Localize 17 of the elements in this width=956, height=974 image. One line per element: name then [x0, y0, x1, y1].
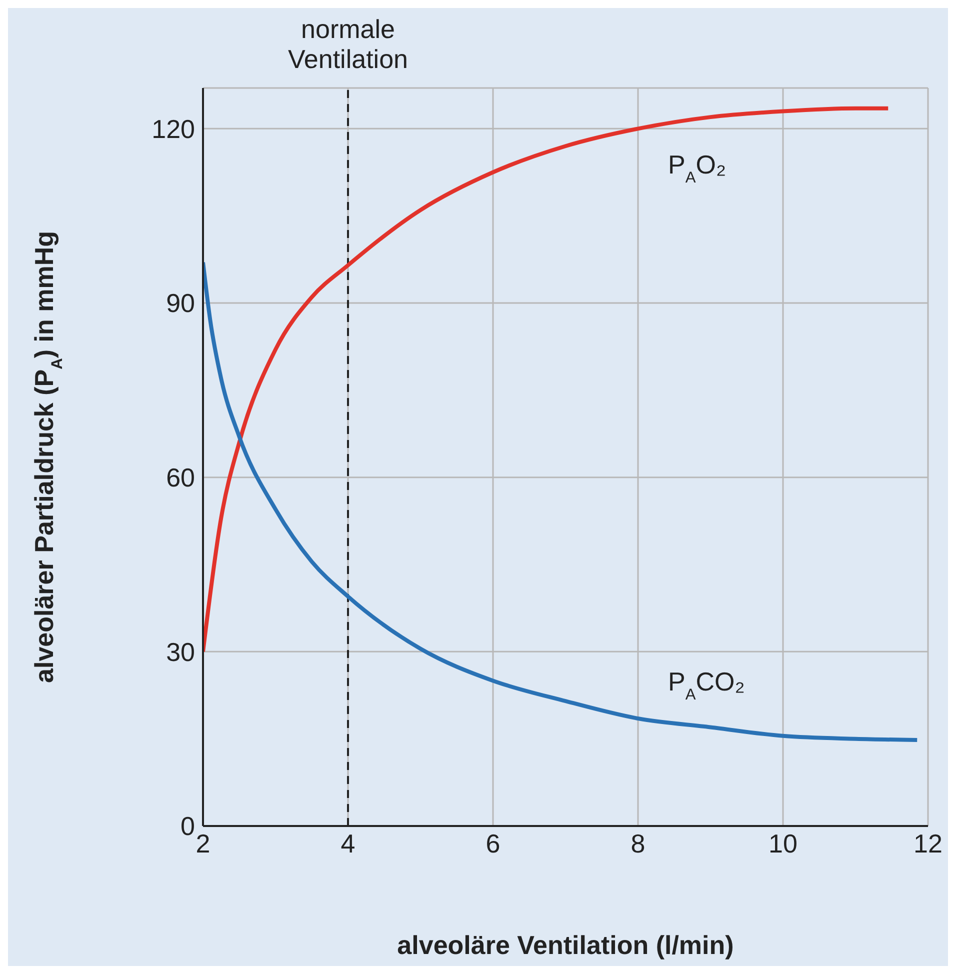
line-series	[203, 106, 890, 654]
x-tick-label: 10	[768, 828, 798, 858]
x-tick-label: 8	[630, 828, 646, 858]
y-tick-label: 60	[166, 462, 195, 493]
x-tick-label: 6	[486, 828, 500, 858]
y-tick-label: 30	[166, 636, 195, 667]
y-tick-label: 0	[180, 811, 195, 842]
series-label: P$_{A}$O₂	[668, 150, 726, 186]
x-tick-label: 2	[196, 828, 210, 858]
x-tick-label: 12	[914, 828, 942, 858]
y-tick-label: 90	[166, 288, 195, 318]
x-tick-label: 4	[340, 828, 356, 858]
y-tick-label: 120	[152, 114, 195, 144]
ref-line-label: normale Ventilation	[288, 14, 408, 74]
line-series	[203, 260, 920, 742]
x-axis-title: alveoläre Ventilation (l/min)	[397, 930, 734, 960]
series-label: P$_{A}$CO₂	[668, 666, 745, 703]
